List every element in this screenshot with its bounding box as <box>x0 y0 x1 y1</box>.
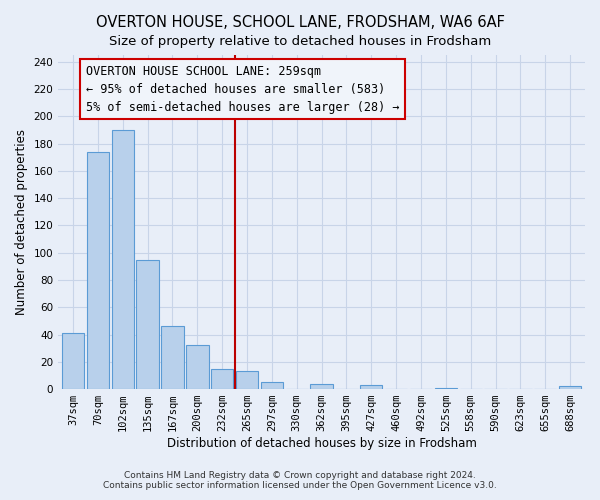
Bar <box>434 388 457 389</box>
Bar <box>62 333 84 389</box>
Bar <box>136 260 159 389</box>
Bar <box>186 346 209 389</box>
Text: OVERTON HOUSE, SCHOOL LANE, FRODSHAM, WA6 6AF: OVERTON HOUSE, SCHOOL LANE, FRODSHAM, WA… <box>95 15 505 30</box>
Bar <box>211 368 233 389</box>
Bar <box>87 152 109 389</box>
X-axis label: Distribution of detached houses by size in Frodsham: Distribution of detached houses by size … <box>167 437 476 450</box>
Bar <box>236 372 258 389</box>
Y-axis label: Number of detached properties: Number of detached properties <box>15 129 28 315</box>
Bar <box>310 384 333 389</box>
Bar <box>559 386 581 389</box>
Text: Contains HM Land Registry data © Crown copyright and database right 2024.
Contai: Contains HM Land Registry data © Crown c… <box>103 470 497 490</box>
Bar <box>112 130 134 389</box>
Bar <box>161 326 184 389</box>
Text: Size of property relative to detached houses in Frodsham: Size of property relative to detached ho… <box>109 35 491 48</box>
Text: OVERTON HOUSE SCHOOL LANE: 259sqm
← 95% of detached houses are smaller (583)
5% : OVERTON HOUSE SCHOOL LANE: 259sqm ← 95% … <box>86 64 399 114</box>
Bar <box>260 382 283 389</box>
Bar <box>360 385 382 389</box>
